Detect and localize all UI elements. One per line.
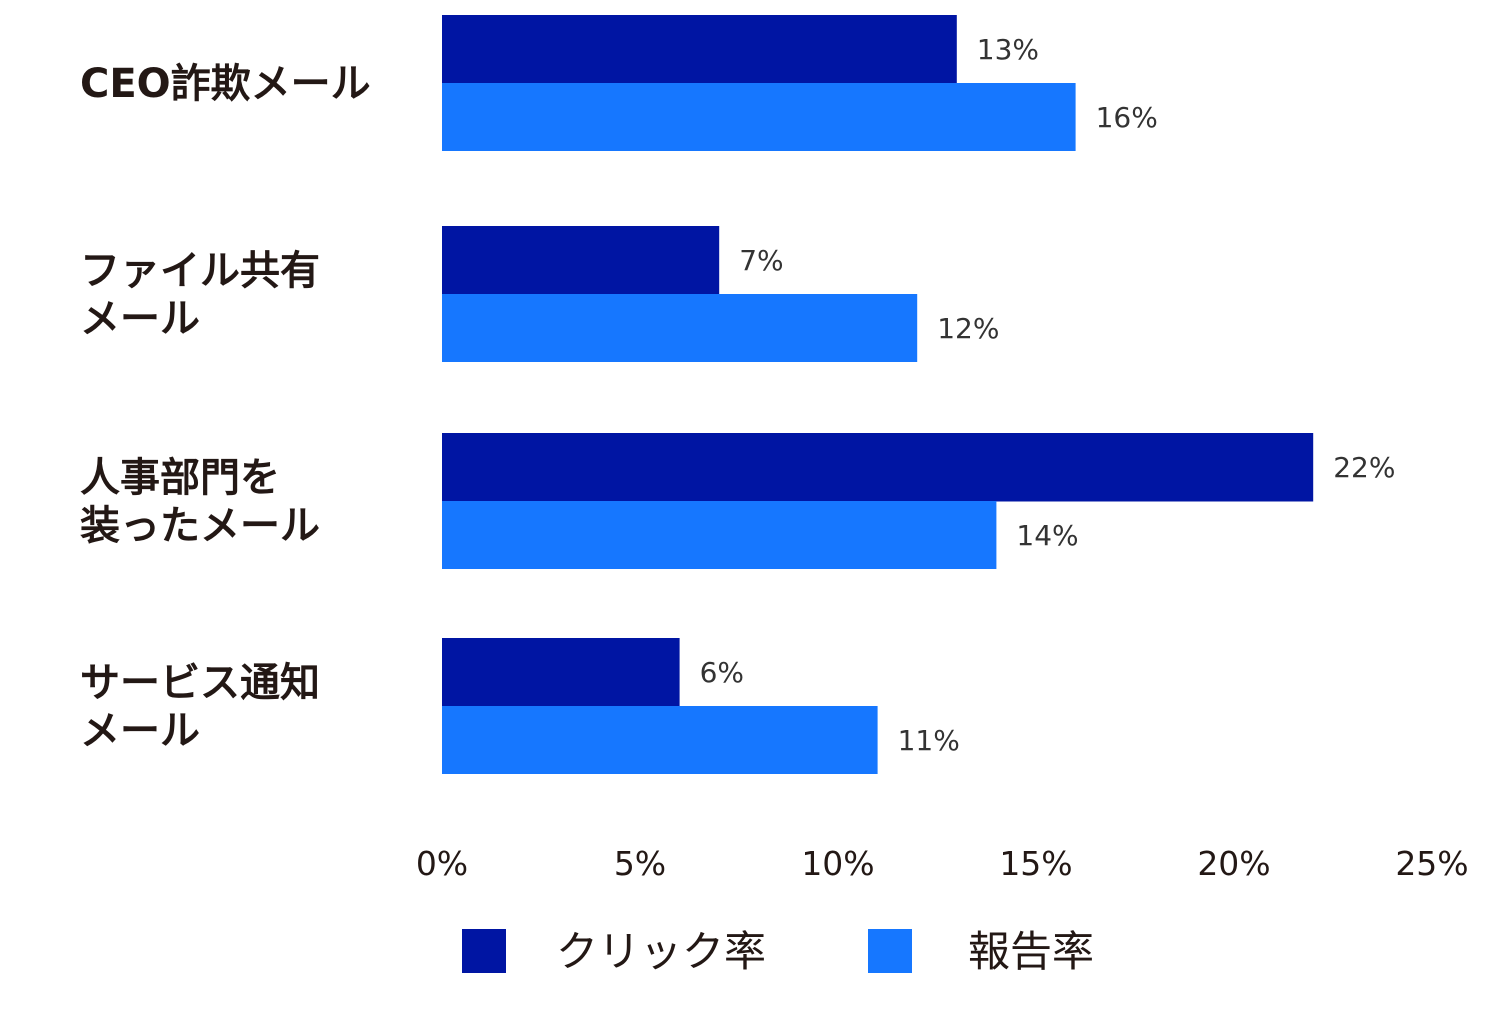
data-label-report-rate-0: 16%	[1096, 101, 1158, 134]
legend-label-click-rate: クリック率	[556, 927, 766, 976]
category-label-1-line-0: ファイル共有	[80, 248, 320, 294]
legend: クリック率 報告率	[462, 927, 1094, 976]
category-label-2-line-0: 人事部門を	[80, 455, 280, 501]
bar-report-rate-3	[442, 706, 878, 774]
bar-click-rate-3	[442, 638, 680, 707]
bar-report-rate-2	[442, 501, 996, 569]
data-label-report-rate-1: 12%	[937, 312, 999, 345]
bars-group	[442, 15, 1313, 774]
x-tick-label-2: 10%	[801, 844, 874, 883]
data-label-report-rate-3: 11%	[898, 724, 960, 757]
bar-click-rate-2	[442, 433, 1313, 502]
x-tick-label-4: 20%	[1197, 844, 1270, 883]
bar-click-rate-0	[442, 15, 957, 84]
category-label-3-line-0: サービス通知	[80, 660, 320, 706]
bar-click-rate-1	[442, 226, 719, 295]
legend-swatch-report-rate	[868, 929, 912, 973]
data-label-click-rate-3: 6%	[700, 656, 744, 689]
data-label-click-rate-0: 13%	[977, 33, 1039, 66]
x-tick-label-0: 0%	[416, 844, 468, 883]
category-label-1-line-1: メール	[80, 296, 200, 342]
data-label-click-rate-1: 7%	[739, 244, 783, 277]
data-label-click-rate-2: 22%	[1333, 451, 1395, 484]
legend-swatch-click-rate	[462, 929, 506, 973]
x-tick-label-1: 5%	[614, 844, 666, 883]
legend-label-report-rate: 報告率	[968, 927, 1094, 976]
category-label-3-line-1: メール	[80, 708, 200, 754]
x-tick-label-3: 15%	[999, 844, 1072, 883]
data-label-report-rate-2: 14%	[1016, 519, 1078, 552]
bar-report-rate-1	[442, 294, 917, 362]
x-tick-label-5: 25%	[1395, 844, 1468, 883]
category-label-0-line-0: CEO詐欺メール	[80, 61, 371, 107]
category-label-2-line-1: 装ったメール	[80, 503, 320, 549]
x-axis-tick-labels: 0% 5% 10% 15% 20% 25%	[416, 844, 1469, 883]
bar-report-rate-0	[442, 83, 1076, 151]
